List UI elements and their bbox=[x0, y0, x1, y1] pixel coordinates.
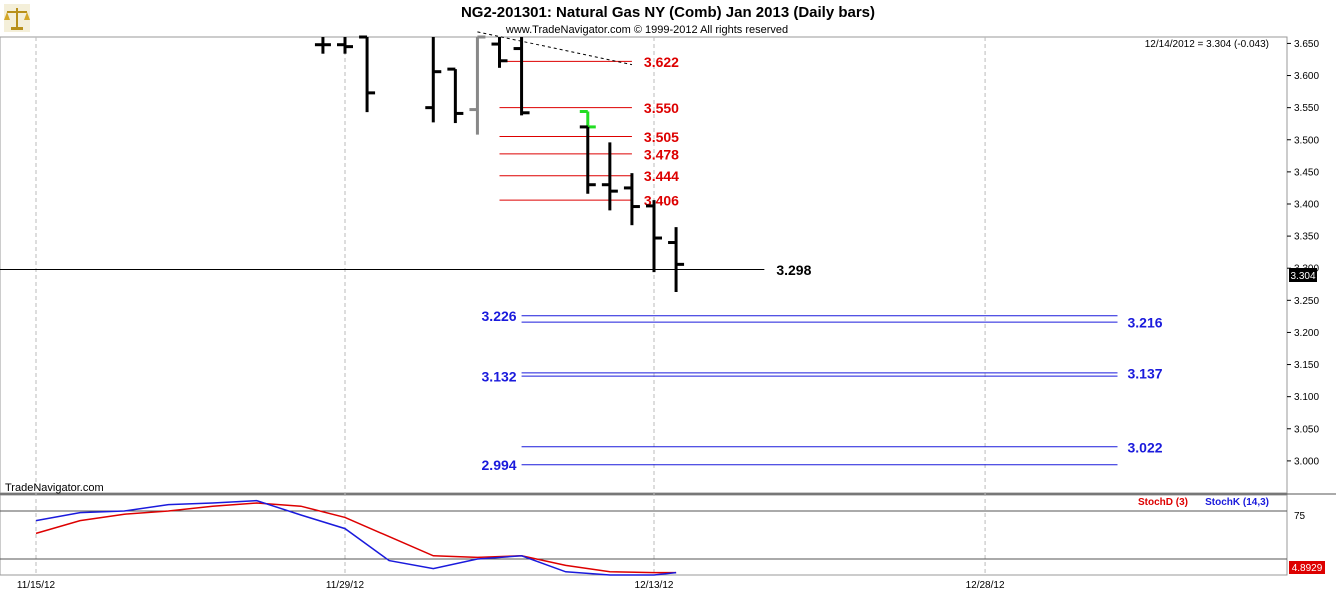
y-tick-label: 3.250 bbox=[1294, 296, 1319, 307]
level-label: 3.137 bbox=[1128, 365, 1163, 381]
grid bbox=[0, 37, 1287, 575]
y-tick-label: 3.600 bbox=[1294, 71, 1319, 82]
trendline bbox=[477, 31, 633, 66]
stoch-series-line bbox=[35, 502, 677, 574]
ohlc-bar bbox=[359, 35, 376, 113]
y-tick-label: 3.350 bbox=[1294, 232, 1319, 243]
ohlc-bar bbox=[513, 37, 530, 116]
level-label: 3.550 bbox=[644, 100, 679, 116]
stochastic-lines bbox=[35, 499, 677, 576]
chart-title: NG2-201301: Natural Gas NY (Comb) Jan 20… bbox=[461, 4, 875, 21]
ohlc-bar bbox=[491, 37, 508, 68]
last-price-box bbox=[1289, 268, 1317, 282]
level-label: 3.132 bbox=[482, 369, 517, 385]
ohlc-bar bbox=[469, 35, 486, 135]
ohlc-bar bbox=[623, 173, 640, 226]
y-tick-label: 3.500 bbox=[1294, 135, 1319, 146]
ohlc-bar bbox=[447, 67, 464, 124]
ohlc-bar bbox=[314, 37, 331, 54]
ohlc-bar bbox=[646, 200, 662, 273]
ohlc-bar bbox=[579, 110, 596, 129]
x-tick-label: 12/28/12 bbox=[966, 580, 1005, 591]
stoch-last-box bbox=[1289, 561, 1325, 574]
price-panel bbox=[0, 36, 1288, 494]
chart-subtitle: www.TradeNavigator.com © 1999-2012 All r… bbox=[505, 24, 788, 36]
y-tick-label: 3.150 bbox=[1294, 360, 1319, 371]
ohlc-bars bbox=[314, 35, 685, 292]
y-tick-label: 3.050 bbox=[1294, 424, 1319, 435]
level-label: 3.298 bbox=[776, 262, 811, 278]
last-price-label: 3.304 bbox=[1290, 271, 1315, 282]
x-tick-label: 11/15/12 bbox=[17, 580, 56, 591]
y-tick-label: 3.200 bbox=[1294, 328, 1319, 339]
level-label: 3.505 bbox=[644, 129, 679, 145]
level-label: 3.226 bbox=[482, 308, 517, 324]
y-tick-label: 3.650 bbox=[1294, 39, 1319, 50]
y-tick-label: 3.100 bbox=[1294, 392, 1319, 403]
ohlc-bar bbox=[337, 37, 353, 54]
ohlc-bar bbox=[579, 125, 596, 194]
level-label: 2.994 bbox=[482, 457, 517, 473]
level-label: 3.216 bbox=[1128, 315, 1163, 331]
level-label: 3.622 bbox=[644, 54, 679, 70]
y-tick-label: 3.400 bbox=[1294, 199, 1319, 210]
level-label: 3.444 bbox=[644, 168, 679, 184]
y-tick-label: 3.450 bbox=[1294, 167, 1319, 178]
quote-readout: 12/14/2012 = 3.304 (-0.043) bbox=[1145, 39, 1269, 50]
level-label: 3.478 bbox=[644, 146, 679, 162]
legend-stochk: StochK (14,3) bbox=[1205, 497, 1269, 508]
y-tick-label: 3.000 bbox=[1294, 456, 1319, 467]
stochastic-panel bbox=[0, 494, 1288, 576]
watermark: TradeNavigator.com bbox=[5, 482, 104, 494]
ohlc-bar bbox=[425, 37, 442, 123]
ohlc-bar bbox=[601, 142, 618, 211]
y-tick-label: 3.550 bbox=[1294, 103, 1319, 114]
stoch-y-tick-label: 75 bbox=[1294, 511, 1306, 522]
price-levels: 3.6223.5503.5053.4783.4443.4063.2983.226… bbox=[0, 54, 1163, 473]
stoch-series-line bbox=[35, 499, 677, 576]
legend-stochd: StochD (3) bbox=[1138, 497, 1188, 508]
level-label: 3.022 bbox=[1128, 439, 1163, 455]
trendline-segment bbox=[477, 31, 633, 66]
scales-logo-icon bbox=[4, 4, 30, 32]
x-tick-label: 11/29/12 bbox=[326, 580, 365, 591]
ohlc-bar bbox=[668, 227, 685, 292]
y-axis: 3.6503.6003.5503.5003.4503.4003.3503.300… bbox=[1287, 39, 1319, 522]
x-tick-label: 12/13/12 bbox=[635, 580, 674, 591]
stoch-last-label: 4.8929 bbox=[1292, 563, 1323, 574]
x-axis: 11/15/12 11/29/12 12/13/12 12/28/12 bbox=[17, 580, 1005, 591]
